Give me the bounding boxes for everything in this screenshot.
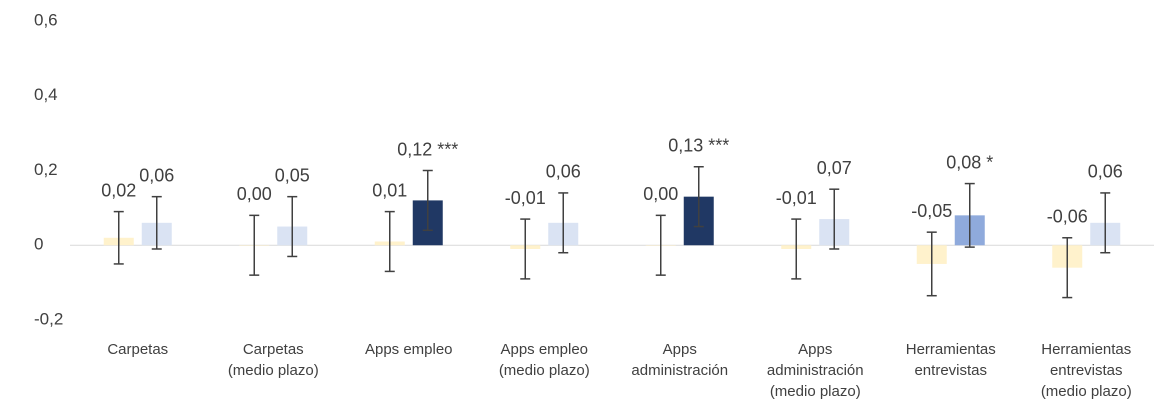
error-bar [693, 166, 704, 228]
x-tick-label: administración [631, 362, 728, 379]
x-tick-label: Apps empleo [500, 341, 588, 358]
x-tick-label: Herramientas [1041, 341, 1131, 358]
x-tick-label: Apps [798, 341, 832, 358]
error-bar [1100, 192, 1111, 254]
data-label: 0,02 [101, 180, 136, 200]
data-label: 0,01 [372, 180, 407, 200]
data-label: -0,05 [911, 201, 952, 221]
error-bar [520, 218, 531, 280]
error-bar [926, 231, 937, 297]
x-tick-label: administración [767, 362, 864, 379]
error-bar [249, 214, 260, 276]
error-bar [422, 169, 433, 232]
data-label: 0,07 [817, 158, 852, 178]
x-tick-label: Herramientas [906, 341, 996, 358]
x-tick-label: Carpetas [107, 341, 168, 358]
error-bar [791, 218, 802, 280]
error-bar [655, 214, 666, 276]
data-label: 0,06 [139, 165, 174, 185]
data-label: 0,06 [546, 162, 581, 182]
data-label: 0,00 [237, 184, 272, 204]
data-label: 0,12 *** [397, 139, 458, 159]
data-label: -0,01 [776, 188, 817, 208]
x-tick-label: (medio plazo) [770, 383, 861, 400]
x-tick-label: Carpetas [243, 341, 304, 358]
error-bar [1062, 237, 1073, 299]
x-tick-label: Apps empleo [365, 341, 453, 358]
data-label: 0,00 [643, 184, 678, 204]
error-bar [287, 195, 298, 258]
y-tick-label: 0,2 [34, 160, 58, 179]
data-label: 0,13 *** [668, 136, 729, 156]
y-tick-label: -0,2 [34, 309, 63, 328]
data-label: 0,08 * [946, 152, 993, 172]
error-bar [964, 182, 975, 248]
data-label: 0,05 [275, 165, 310, 185]
x-tick-label: entrevistas [1050, 362, 1123, 379]
y-tick-label: 0,4 [34, 85, 58, 104]
data-label: 0,06 [1088, 162, 1123, 182]
y-tick-label: 0,6 [34, 10, 58, 29]
error-bar [151, 195, 162, 250]
error-bar [384, 210, 395, 273]
x-tick-label: (medio plazo) [1041, 383, 1132, 400]
x-tick-label: Apps [663, 341, 697, 358]
x-tick-label: entrevistas [914, 362, 987, 379]
x-tick-label: (medio plazo) [499, 362, 590, 379]
error-bar [829, 188, 840, 250]
data-label: -0,06 [1047, 207, 1088, 227]
error-bar [113, 210, 124, 265]
x-tick-label: (medio plazo) [228, 362, 319, 379]
data-label: -0,01 [505, 188, 546, 208]
y-tick-label: 0 [34, 235, 43, 254]
error-bar [558, 192, 569, 254]
